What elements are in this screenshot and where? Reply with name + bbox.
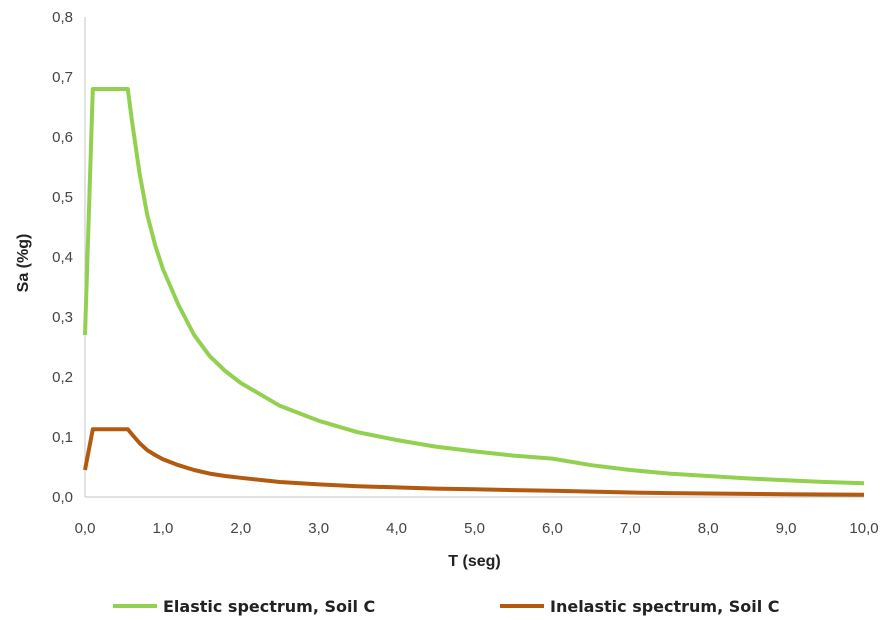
x-tick-label: 2,0 [230, 520, 251, 537]
y-tick-label: 0,2 [52, 369, 73, 386]
x-tick-label: 1,0 [152, 520, 173, 537]
y-tick-label: 0,0 [52, 489, 73, 506]
y-tick-label: 0,4 [52, 249, 73, 266]
y-tick-label: 0,8 [52, 9, 73, 26]
x-tick-label: 3,0 [308, 520, 329, 537]
x-tick-label: 0,0 [75, 520, 96, 537]
y-tick-label: 0,7 [52, 69, 73, 86]
y-tick-label: 0,6 [52, 129, 73, 146]
x-tick-label: 6,0 [542, 520, 563, 537]
elastic-series-line [83, 87, 865, 486]
inelastic-series-line [83, 427, 865, 497]
x-axis-title: T (seg) [448, 553, 500, 570]
legend: Elastic spectrum, Soil C Inelastic spectr… [113, 597, 780, 616]
y-axis-title: Sa (%g) [15, 234, 32, 293]
x-tick-label: 5,0 [464, 520, 485, 537]
x-tick-label: 8,0 [698, 520, 719, 537]
x-tick-label: 4,0 [386, 520, 407, 537]
legend-label: Elastic spectrum, Soil C [163, 597, 375, 616]
y-tick-label: 0,1 [52, 429, 73, 446]
series-layer [83, 87, 865, 497]
x-tick-label: 10,0 [849, 520, 878, 537]
y-tick-label: 0,5 [52, 189, 73, 206]
x-tick-label: 9,0 [776, 520, 797, 537]
legend-label: Inelastic spectrum, Soil C [550, 597, 780, 616]
axis-labels: 0,0 0,1 0,2 0,3 0,4 0,5 0,6 0,7 0,8 0,0 1,0 2,0 3,0 4… [52, 9, 878, 537]
x-tick-label: 7,0 [620, 520, 641, 537]
y-tick-label: 0,3 [52, 309, 73, 326]
axes [84, 17, 864, 498]
